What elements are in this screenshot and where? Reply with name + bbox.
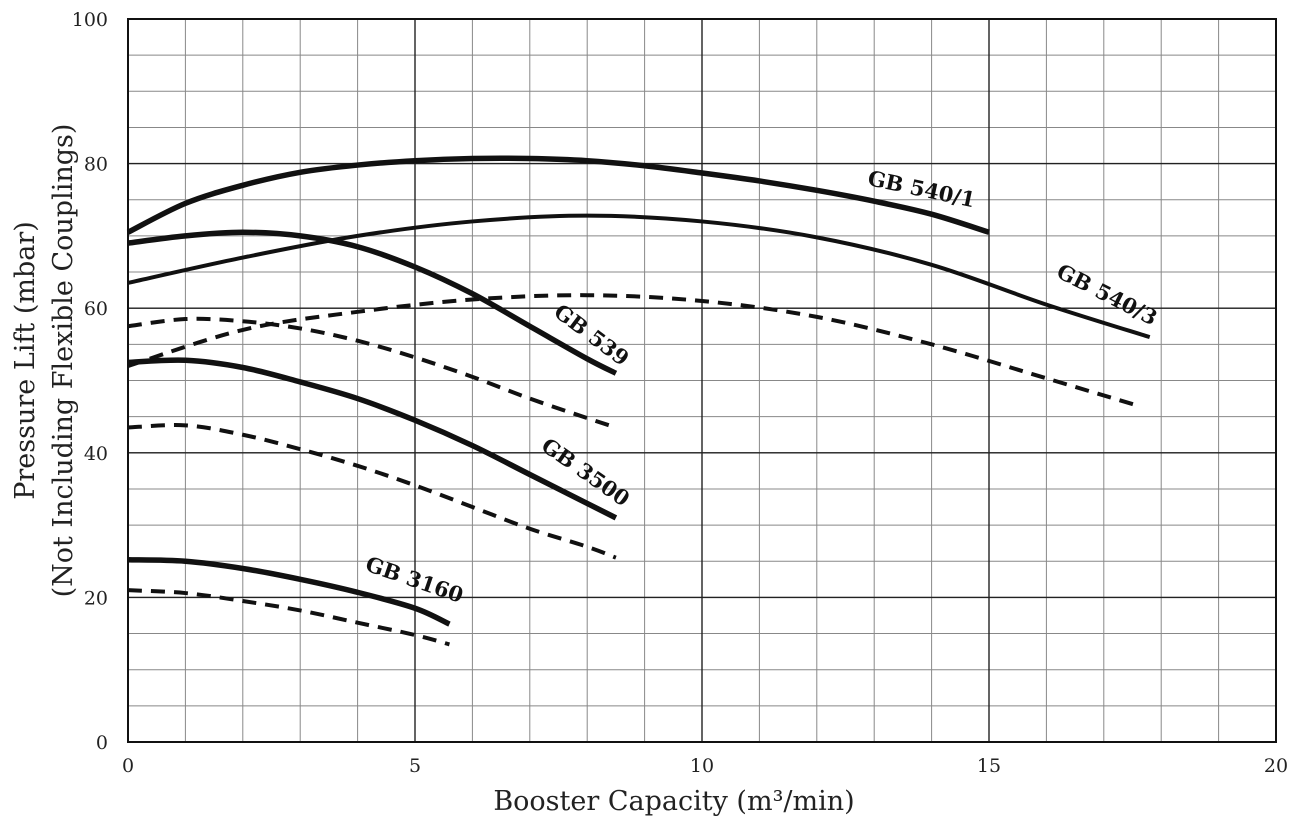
x-tick-label: 5 [409,755,421,777]
x-tick-label: 0 [122,755,134,777]
curve-label: GB 540/3 [1053,258,1162,330]
x-tick-label: 20 [1264,755,1288,777]
y-tick-label: 80 [84,154,108,176]
x-tick-label: 15 [977,755,1001,777]
series-line-gb-3500-dashed [127,423,617,560]
series-line-gb-540-3-solid [127,213,1151,340]
x-axis-title: Booster Capacity (m³/min) [493,786,854,817]
series-line-gb-3160-solid [127,557,451,627]
y-tick-label: 0 [96,732,108,754]
series-line-gb-540-1-solid [126,155,990,235]
y-tick-label: 40 [84,443,108,465]
x-tick-label: 10 [690,755,714,777]
series-line-gb-539-dashed [127,316,617,430]
y-tick-label: 20 [84,587,108,609]
series-line-gb-3160-dashed [127,588,450,647]
curve-label: GB 3500 [537,433,634,512]
y-axis-title: Pressure Lift (mbar) [10,221,41,500]
series-line-gb-540-3-dashed [127,293,1139,408]
y-axis-title: (Not Including Flexible Couplings) [48,124,79,598]
y-tick-label: 100 [72,9,108,31]
series-line-gb-3500-solid [127,357,618,521]
plot-frame [127,18,1277,743]
y-tick-label: 60 [84,298,108,320]
series-line-gb-539-solid [127,229,618,376]
